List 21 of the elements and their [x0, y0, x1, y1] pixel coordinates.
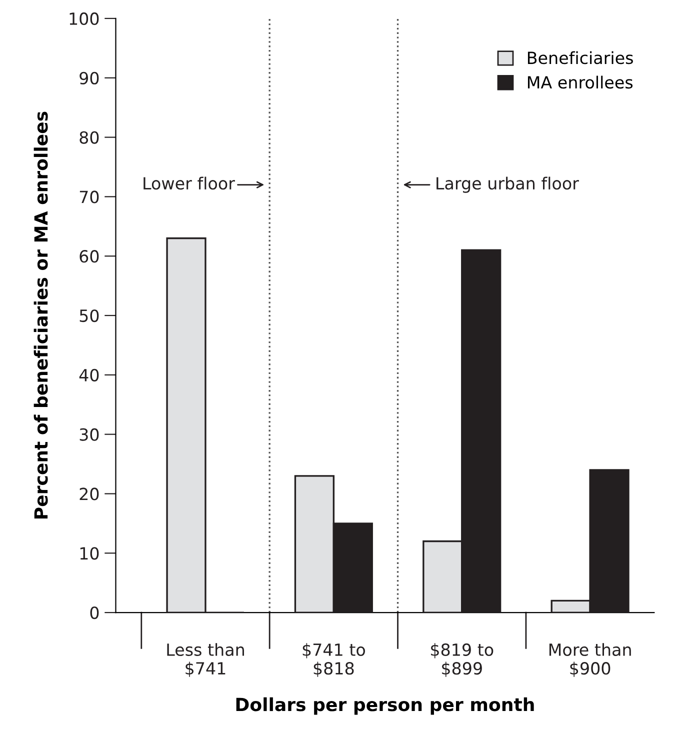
y-tick-label: 80 [80, 131, 99, 144]
y-tick-label: 90 [80, 72, 99, 84]
y-tick-label: 0 [90, 606, 99, 620]
y-tick-label: 40 [79, 368, 99, 382]
x-axis-title: Dollars per person per month [236, 697, 534, 715]
x-tick-label: $741 to $818 [302, 643, 365, 677]
x-tick-label: Less than $741 [167, 643, 244, 677]
x-tick-label: More than $900 [549, 643, 631, 677]
y-tick-label: 50 [80, 309, 99, 322]
legend-label: Beneficiaries [528, 51, 633, 64]
x-tick-label: $819 to $899 [431, 643, 494, 677]
y-tick-label: 100 [70, 12, 99, 26]
y-tick-label: 20 [80, 488, 99, 500]
y-tick-label: 60 [80, 250, 99, 263]
legend-label: MA enrollees [528, 76, 633, 89]
y-tick-label: 70 [80, 190, 99, 204]
y-tick-label: 30 [80, 428, 99, 441]
y-axis-title: Percent of beneficiaries or MA enrollees [34, 112, 48, 518]
annotation: Lower floor [144, 176, 235, 190]
y-tick-label: 10 [80, 547, 99, 560]
annotation: Large urban floor [436, 176, 579, 193]
